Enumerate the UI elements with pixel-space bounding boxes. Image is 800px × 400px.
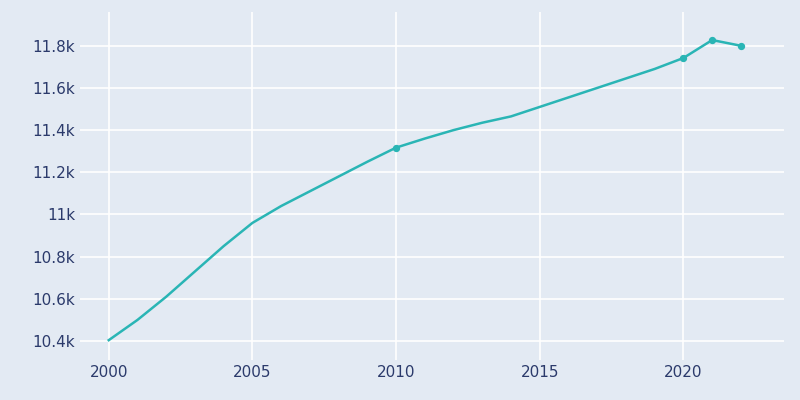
Point xyxy=(390,144,402,151)
Point xyxy=(734,42,747,49)
Point xyxy=(677,55,690,61)
Point xyxy=(706,37,718,43)
